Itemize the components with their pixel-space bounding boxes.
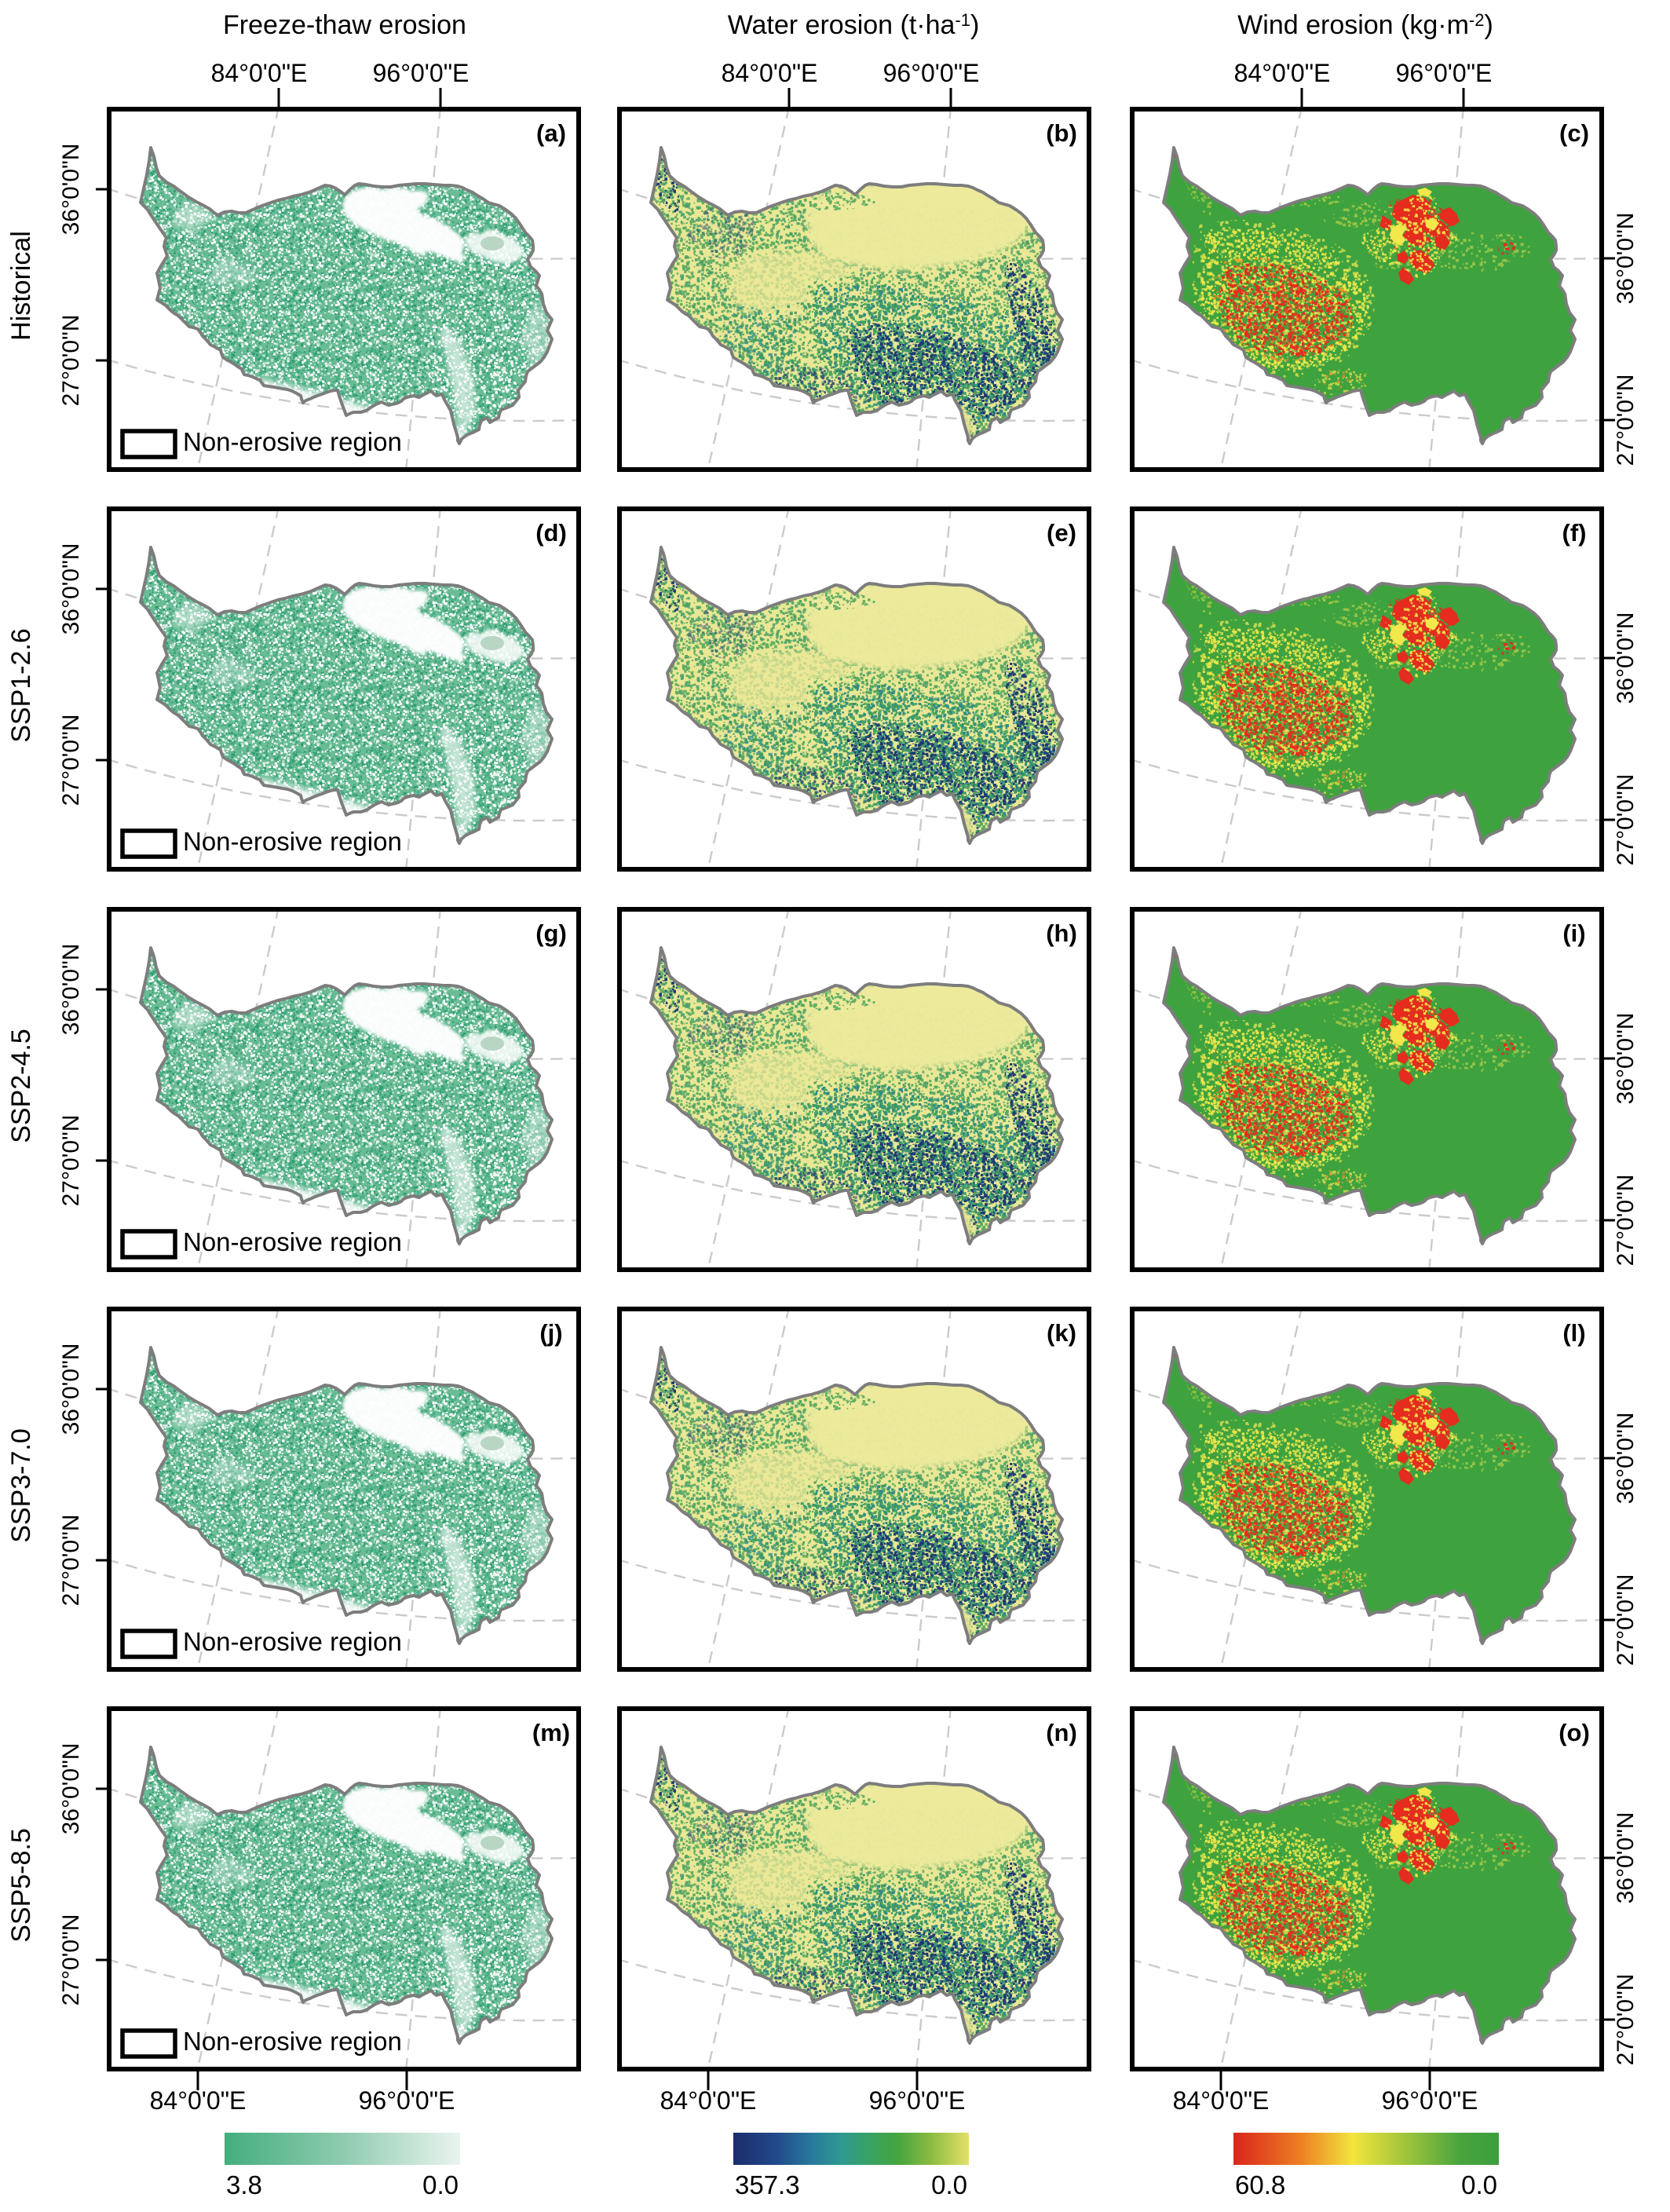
svg-text:3.8: 3.8 xyxy=(226,2170,262,2199)
svg-text:36°0'0"N: 36°0'0"N xyxy=(58,543,84,635)
svg-text:(e): (e) xyxy=(1047,519,1076,547)
svg-text:36°0'0"N: 36°0'0"N xyxy=(1613,213,1639,305)
svg-text:Water erosion (t·ha-1): Water erosion (t·ha-1) xyxy=(728,10,980,40)
svg-text:(a): (a) xyxy=(536,119,566,147)
svg-text:(n): (n) xyxy=(1046,1719,1077,1746)
svg-text:27°0'0"N: 27°0'0"N xyxy=(58,1115,84,1207)
svg-text:36°0'0"N: 36°0'0"N xyxy=(58,944,84,1036)
svg-text:(d): (d) xyxy=(535,519,567,547)
svg-text:(k): (k) xyxy=(1047,1319,1076,1347)
svg-text:84°0'0"E: 84°0'0"E xyxy=(211,59,308,87)
svg-text:36°0'0"N: 36°0'0"N xyxy=(58,144,84,236)
svg-text:(j): (j) xyxy=(539,1319,562,1347)
svg-text:(l): (l) xyxy=(1562,1319,1585,1347)
svg-text:0.0: 0.0 xyxy=(1461,2170,1497,2199)
svg-text:36°0'0"N: 36°0'0"N xyxy=(58,1743,84,1835)
svg-text:84°0'0"E: 84°0'0"E xyxy=(1234,59,1331,87)
svg-text:96°0'0"E: 96°0'0"E xyxy=(359,2086,455,2115)
svg-text:27°0'0"N: 27°0'0"N xyxy=(58,715,84,806)
svg-text:27°0'0"N: 27°0'0"N xyxy=(1613,774,1639,866)
svg-text:84°0'0"E: 84°0'0"E xyxy=(722,59,818,87)
svg-text:27°0'0"N: 27°0'0"N xyxy=(1613,1574,1639,1666)
svg-text:357.3: 357.3 xyxy=(735,2170,800,2199)
svg-text:(g): (g) xyxy=(535,920,567,947)
svg-text:36°0'0"N: 36°0'0"N xyxy=(1613,1013,1639,1105)
svg-text:SSP2-4.5: SSP2-4.5 xyxy=(6,1029,36,1143)
svg-text:96°0'0"E: 96°0'0"E xyxy=(373,59,470,87)
svg-text:(i): (i) xyxy=(1562,920,1585,947)
svg-text:(h): (h) xyxy=(1046,920,1077,947)
svg-text:(m): (m) xyxy=(532,1719,570,1746)
svg-text:SSP5-8.5: SSP5-8.5 xyxy=(6,1828,36,1943)
svg-text:0.0: 0.0 xyxy=(422,2170,459,2199)
svg-text:27°0'0"N: 27°0'0"N xyxy=(1613,1974,1639,2066)
svg-text:36°0'0"N: 36°0'0"N xyxy=(58,1344,84,1435)
svg-text:84°0'0"E: 84°0'0"E xyxy=(660,2086,757,2115)
svg-text:Historical: Historical xyxy=(6,231,36,341)
svg-text:(o): (o) xyxy=(1559,1719,1590,1746)
svg-text:84°0'0"E: 84°0'0"E xyxy=(150,2086,247,2115)
svg-text:Wind erosion (kg·m-2): Wind erosion (kg·m-2) xyxy=(1237,10,1493,40)
svg-text:(f): (f) xyxy=(1562,519,1587,547)
svg-text:60.8: 60.8 xyxy=(1235,2170,1285,2199)
svg-text:36°0'0"N: 36°0'0"N xyxy=(1613,1413,1639,1505)
svg-text:Freeze-thaw erosion: Freeze-thaw erosion xyxy=(223,10,466,40)
svg-text:27°0'0"N: 27°0'0"N xyxy=(58,1515,84,1607)
svg-text:96°0'0"E: 96°0'0"E xyxy=(869,2086,966,2115)
svg-text:27°0'0"N: 27°0'0"N xyxy=(58,315,84,407)
svg-text:(c): (c) xyxy=(1559,119,1589,147)
svg-text:96°0'0"E: 96°0'0"E xyxy=(1382,2086,1478,2115)
svg-text:(b): (b) xyxy=(1046,119,1077,147)
svg-text:27°0'0"N: 27°0'0"N xyxy=(1613,375,1639,466)
svg-text:84°0'0"E: 84°0'0"E xyxy=(1173,2086,1270,2115)
svg-text:SSP1-2.6: SSP1-2.6 xyxy=(6,628,36,743)
svg-text:27°0'0"N: 27°0'0"N xyxy=(1613,1175,1639,1267)
svg-text:27°0'0"N: 27°0'0"N xyxy=(58,1914,84,2006)
svg-text:36°0'0"N: 36°0'0"N xyxy=(1613,612,1639,704)
svg-text:SSP3-7.0: SSP3-7.0 xyxy=(6,1428,36,1543)
svg-text:36°0'0"N: 36°0'0"N xyxy=(1613,1812,1639,1904)
svg-text:0.0: 0.0 xyxy=(931,2170,967,2199)
svg-text:96°0'0"E: 96°0'0"E xyxy=(1396,59,1493,87)
svg-text:96°0'0"E: 96°0'0"E xyxy=(883,59,980,87)
